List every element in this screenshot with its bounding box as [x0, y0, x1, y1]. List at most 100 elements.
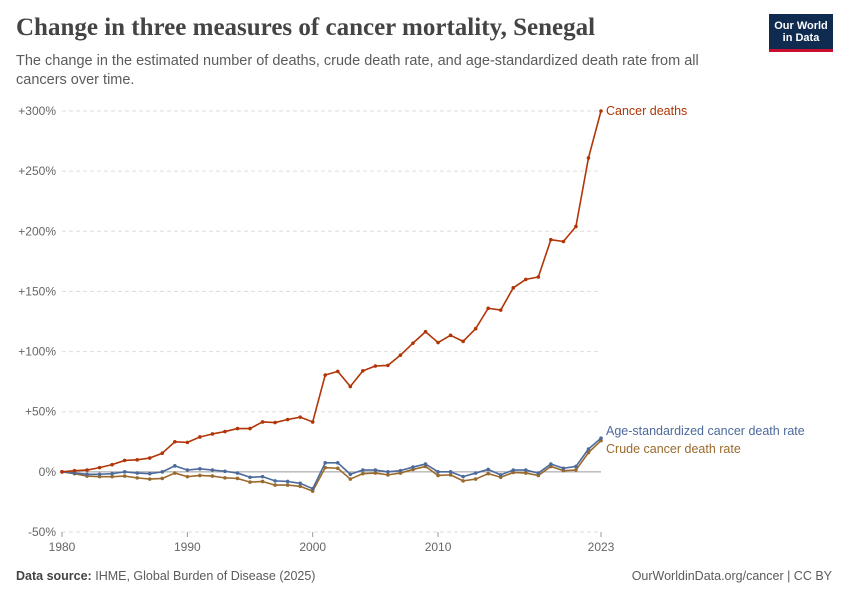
- data-point: [348, 384, 353, 389]
- data-point: [511, 468, 516, 472]
- data-point: [436, 470, 440, 474]
- data-point: [423, 329, 428, 334]
- data-point: [373, 468, 378, 472]
- data-point: [461, 474, 465, 479]
- y-tick-label: +150%: [18, 284, 56, 298]
- data-point: [173, 471, 177, 475]
- data-point: [185, 468, 190, 472]
- data-point: [110, 474, 114, 479]
- x-tick-label: 1990: [174, 540, 201, 554]
- series-line: [61, 440, 602, 492]
- y-tick-label: 0%: [39, 465, 57, 479]
- data-point: [323, 373, 328, 377]
- data-point: [335, 466, 340, 471]
- data-point: [536, 471, 541, 475]
- data-point: [298, 415, 302, 419]
- y-tick-label: +100%: [18, 345, 56, 359]
- data-point: [298, 481, 302, 486]
- data-point: [549, 237, 553, 242]
- data-point: [110, 471, 114, 476]
- data-point: [586, 447, 591, 451]
- data-point: [273, 479, 277, 483]
- data-point: [398, 353, 403, 357]
- data-point: [511, 286, 516, 290]
- data-point: [586, 156, 591, 160]
- data-point: [473, 326, 478, 331]
- data-point: [386, 363, 390, 368]
- data-point: [498, 473, 503, 477]
- data-point: [473, 477, 478, 481]
- data-point: [160, 451, 165, 456]
- footer-license[interactable]: OurWorldinData.org/cancer | CC BY: [631, 569, 832, 583]
- data-point: [473, 471, 478, 475]
- data-point: [486, 467, 490, 472]
- chart-subtitle: The change in the estimated number of de…: [16, 53, 699, 88]
- data-point: [498, 308, 503, 312]
- data-point: [323, 461, 328, 465]
- owid-logo[interactable]: Our World in Data: [769, 14, 833, 52]
- data-point: [574, 464, 578, 469]
- data-point: [561, 466, 566, 471]
- data-point: [85, 472, 89, 477]
- data-point: [198, 473, 202, 478]
- data-point: [486, 471, 490, 476]
- series-label: Age-standardized cancer death rate: [606, 424, 805, 438]
- data-point: [147, 477, 152, 481]
- data-point: [285, 417, 290, 422]
- data-point: [373, 471, 378, 475]
- series-line: [61, 437, 602, 490]
- logo-line-2: in Data: [782, 32, 820, 44]
- data-point: [285, 479, 290, 484]
- data-point: [97, 465, 102, 470]
- data-point: [310, 420, 315, 424]
- grid-lines: [62, 110, 601, 533]
- data-point: [198, 435, 202, 439]
- series-labels: Cancer deaths Age-standardized cancer dea…: [606, 104, 805, 456]
- x-tick-label: 2023: [588, 540, 615, 554]
- data-point: [260, 420, 265, 424]
- data-point: [361, 468, 365, 472]
- data-point: [436, 340, 440, 345]
- chart-title: Change in three measures of cancer morta…: [16, 14, 596, 41]
- data-point: [561, 239, 566, 244]
- data-point: [361, 471, 365, 476]
- data-point: [147, 456, 152, 460]
- data-point: [210, 468, 215, 472]
- data-point: [122, 470, 127, 474]
- data-point: [273, 420, 277, 425]
- data-point: [135, 458, 140, 462]
- data-point: [448, 473, 453, 477]
- data-point: [285, 483, 290, 487]
- data-point: [448, 470, 453, 474]
- data-point: [574, 224, 578, 229]
- data-point: [97, 472, 102, 477]
- data-point: [260, 474, 265, 479]
- data-point: [448, 333, 453, 338]
- data-point: [260, 479, 265, 484]
- x-tick-label: 2010: [425, 540, 452, 554]
- data-point: [461, 479, 465, 483]
- data-point: [135, 476, 140, 480]
- data-point: [235, 426, 240, 431]
- data-point: [173, 439, 177, 444]
- data-point: [461, 339, 465, 344]
- series-lines: [60, 109, 603, 493]
- data-point: [398, 468, 403, 473]
- data-point: [373, 364, 378, 368]
- x-tick-label: 2000: [299, 540, 326, 554]
- data-point: [248, 480, 252, 484]
- data-point: [72, 468, 77, 473]
- data-point: [599, 436, 603, 440]
- data-source: Data source: IHME, Global Burden of Dise…: [16, 569, 315, 583]
- data-point: [210, 474, 215, 478]
- data-point: [411, 341, 415, 345]
- data-point: [185, 474, 190, 479]
- y-tick-label: +300%: [18, 104, 56, 118]
- data-point: [386, 470, 390, 474]
- y-tick-label: +200%: [18, 224, 56, 238]
- data-point: [210, 432, 215, 436]
- data-point: [185, 440, 190, 445]
- data-point: [223, 469, 227, 474]
- data-point: [335, 369, 340, 374]
- data-point: [586, 450, 591, 455]
